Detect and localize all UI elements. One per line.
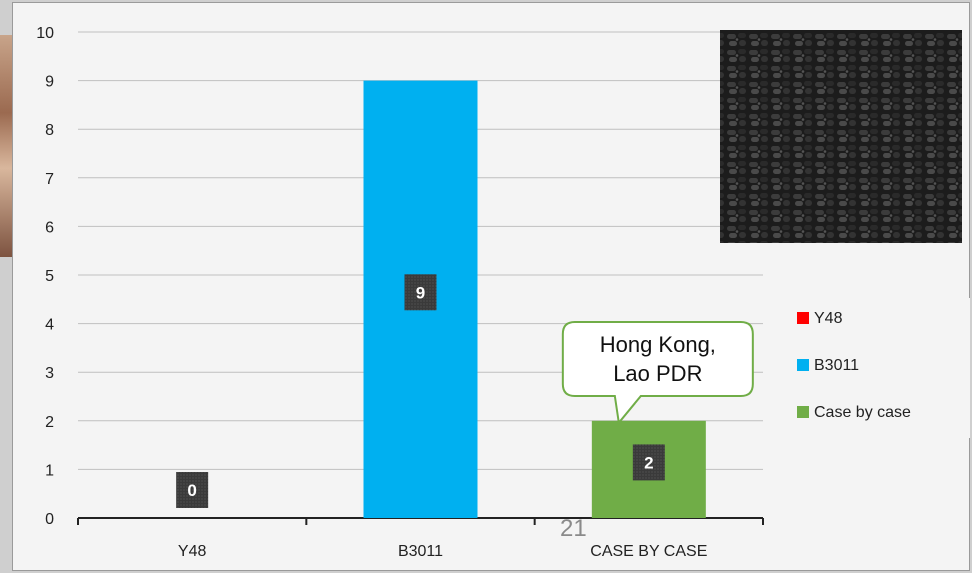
data-label-box	[632, 444, 665, 481]
data-label-box	[176, 472, 209, 508]
callout-bubble: Hong Kong, Lao PDR	[561, 321, 754, 426]
slide-number: 21	[560, 515, 587, 542]
legend-swatch	[797, 406, 809, 418]
legend-label: Y48	[814, 310, 843, 327]
callout-line-1: Hong Kong,	[600, 332, 716, 357]
y-tick-label: 4	[45, 317, 54, 334]
y-tick-label: 10	[36, 25, 54, 42]
callout-line-2: Lao PDR	[613, 361, 702, 386]
y-tick-labels: 0 1 2 3 4 5 6 7 8 9 10	[36, 25, 54, 528]
y-tick-label: 8	[45, 122, 54, 139]
axes	[77, 517, 764, 525]
x-tick-label: B3011	[398, 543, 443, 560]
bars	[363, 80, 706, 518]
pellets-photo	[720, 30, 962, 243]
x-tick-label: Y48	[178, 543, 207, 560]
y-tick-label: 1	[45, 462, 54, 479]
data-label-box	[404, 274, 437, 311]
legend-swatch	[797, 359, 809, 371]
y-tick-label: 6	[45, 219, 54, 236]
y-tick-label: 0	[45, 511, 54, 528]
legend: Y48 B3011 Case by case	[770, 298, 970, 438]
partial-photo-left	[0, 35, 12, 257]
legend-swatch	[797, 312, 809, 324]
legend-label: B3011	[814, 357, 859, 374]
y-tick-label: 5	[45, 268, 54, 285]
legend-label: Case by case	[814, 404, 911, 421]
x-tick-label: CASE BY CASE	[590, 543, 707, 560]
y-tick-label: 9	[45, 74, 54, 91]
data-label: 2	[644, 453, 653, 472]
y-tick-label: 7	[45, 171, 54, 188]
data-labels: 0 9 2	[176, 274, 665, 508]
y-tick-label: 2	[45, 414, 54, 431]
data-label: 0	[187, 481, 196, 500]
x-tick-labels: Y48 B3011 CASE BY CASE	[178, 543, 707, 560]
data-label: 9	[416, 283, 425, 302]
y-tick-label: 3	[45, 365, 54, 382]
